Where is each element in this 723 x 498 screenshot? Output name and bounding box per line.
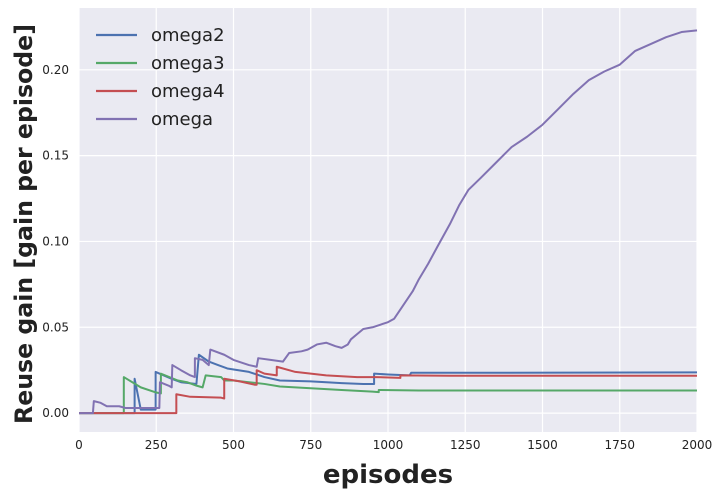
y-tick-label: 0.20: [42, 63, 69, 77]
x-tick-label: 1750: [604, 438, 635, 452]
series-line-omega4: [79, 365, 697, 415]
y-axis-label: Reuse gain [gain per episode]: [10, 24, 38, 424]
x-tick-label: 2000: [682, 438, 713, 452]
series-line-omega2: [79, 353, 698, 415]
legend-label: omega2: [151, 25, 225, 46]
x-tick-label: 1250: [450, 438, 481, 452]
x-tick-label: 750: [299, 438, 322, 452]
legend-entry-omega3: omega3: [96, 53, 225, 74]
x-tick-labels: 0 250 500 750 1000 1250 1500 1750 2000: [75, 438, 712, 452]
x-tick-label: 250: [145, 438, 168, 452]
y-tick-label: 0.10: [42, 234, 69, 248]
legend-label: omega: [151, 109, 213, 130]
x-tick-label: 500: [222, 438, 245, 452]
x-tick-label: 0: [75, 438, 83, 452]
series-line-omega: [79, 29, 698, 415]
legend: omega2 omega3 omega4 omega: [96, 25, 225, 130]
legend-label: omega3: [151, 53, 225, 74]
legend-entry-omega2: omega2: [96, 25, 225, 46]
y-tick-label: 0.00: [42, 406, 69, 420]
x-axis-label: episodes: [323, 460, 453, 490]
legend-entry-omega4: omega4: [96, 81, 225, 102]
legend-entry-omega: omega: [96, 109, 213, 130]
series-lines: [79, 29, 698, 415]
y-tick-labels: 0.00 0.05 0.10 0.15 0.20: [42, 63, 69, 420]
grid: [78, 8, 698, 432]
series-line-omega3: [79, 372, 697, 415]
y-tick-label: 0.15: [42, 149, 69, 163]
legend-label: omega4: [151, 81, 225, 102]
x-tick-label: 1000: [373, 438, 404, 452]
y-tick-label: 0.05: [42, 320, 69, 334]
x-tick-label: 1500: [527, 438, 558, 452]
